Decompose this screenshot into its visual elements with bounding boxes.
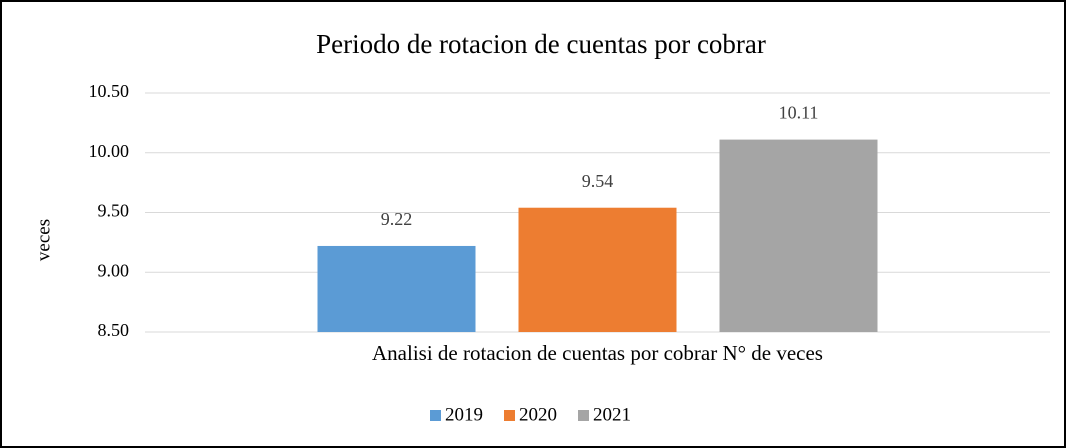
legend-swatch (504, 410, 515, 421)
bar (317, 245, 476, 332)
y-tick-label: 9.50 (98, 201, 130, 221)
y-tick-label: 8.50 (98, 320, 130, 340)
y-axis-label: veces (33, 219, 54, 261)
legend-swatch (578, 410, 589, 421)
legend-label: 2019 (445, 404, 483, 425)
bar (719, 139, 878, 332)
x-tick-label: Analisi de rotacion de cuentas por cobra… (372, 341, 823, 365)
data-label: 9.54 (582, 171, 614, 191)
y-tick-label: 10.50 (89, 81, 130, 101)
data-label: 10.11 (779, 103, 819, 123)
y-tick-label: 9.00 (98, 260, 130, 280)
data-label: 9.22 (381, 209, 413, 229)
legend-swatch (430, 410, 441, 421)
chart-title: Periodo de rotacion de cuentas por cobra… (316, 29, 766, 59)
legend-label: 2021 (593, 404, 631, 425)
y-tick-label: 10.00 (89, 141, 130, 161)
bar (518, 207, 677, 332)
legend-label: 2020 (519, 404, 557, 425)
